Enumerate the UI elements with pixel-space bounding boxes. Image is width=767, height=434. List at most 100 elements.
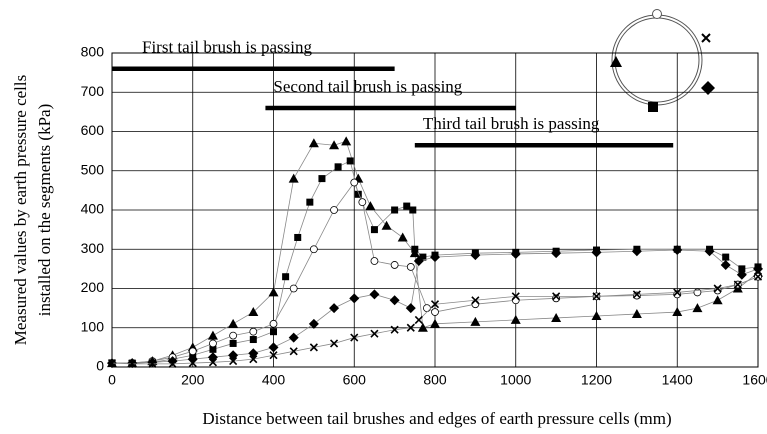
data-point	[209, 345, 217, 353]
data-point	[148, 359, 157, 368]
y-tick-label: 0	[96, 358, 104, 374]
data-point	[249, 336, 257, 344]
data-point	[403, 202, 411, 210]
x-tick-label: 1400	[662, 372, 693, 388]
data-point	[350, 178, 359, 187]
data-point	[738, 265, 746, 273]
data-point	[511, 292, 520, 301]
annotation-text: Second tail brush is passing	[273, 77, 462, 96]
data-point	[411, 245, 419, 253]
data-point	[365, 201, 376, 211]
data-point	[188, 347, 197, 356]
data-point	[430, 252, 440, 263]
x-tick-label: 200	[181, 372, 205, 388]
data-point	[270, 328, 277, 336]
data-point	[308, 138, 319, 148]
y-tick-label: 400	[81, 201, 105, 217]
data-point	[722, 253, 730, 261]
data-point	[229, 331, 238, 340]
data-point	[168, 359, 177, 368]
data-point	[318, 175, 326, 183]
data-point	[330, 206, 338, 214]
data-point	[308, 318, 319, 329]
data-point	[753, 263, 763, 274]
y-axis-label: installed on the segments (kPa)	[35, 104, 54, 316]
data-point	[309, 245, 318, 254]
inset-diagram	[610, 9, 715, 112]
data-point	[228, 318, 239, 328]
data-point	[346, 157, 354, 165]
data-point	[188, 359, 197, 368]
data-point	[470, 250, 481, 261]
data-point	[282, 273, 290, 281]
data-point	[406, 323, 415, 332]
data-point	[733, 280, 742, 289]
y-tick-label: 800	[81, 44, 105, 60]
data-point	[107, 359, 117, 368]
data-point	[631, 246, 642, 257]
x-tick-label: 1200	[581, 372, 612, 388]
data-point	[209, 339, 217, 348]
y-tick-label: 300	[81, 240, 105, 256]
y-tick-label: 100	[81, 318, 105, 334]
annotation-text: Third tail brush is passing	[423, 114, 600, 133]
data-point	[306, 198, 314, 206]
data-point	[692, 303, 703, 313]
y-axis-label: Measured values by earth pressure cells	[11, 75, 30, 345]
data-point	[405, 303, 416, 314]
data-point	[381, 220, 392, 230]
x-tick-label: 0	[108, 372, 116, 388]
data-point	[329, 303, 340, 314]
data-point	[631, 309, 642, 319]
data-point	[268, 342, 279, 353]
data-point	[736, 269, 747, 280]
data-point	[329, 339, 339, 348]
data-point	[673, 288, 682, 297]
x-tick-label: 400	[262, 372, 286, 388]
data-point	[249, 327, 258, 336]
data-point	[413, 256, 424, 267]
data-point	[147, 357, 158, 368]
data-point	[248, 307, 259, 317]
data-point	[229, 357, 238, 366]
data-point	[309, 343, 318, 352]
data-point	[470, 316, 481, 326]
data-point	[207, 352, 218, 363]
data-point	[591, 310, 602, 320]
data-point	[370, 226, 378, 234]
data-point	[753, 272, 763, 281]
data-point	[354, 190, 362, 198]
data-point	[414, 315, 423, 324]
data-point	[552, 292, 561, 301]
data-point	[551, 312, 562, 322]
data-point	[713, 284, 722, 293]
data-point	[430, 300, 440, 309]
data-point	[672, 245, 683, 256]
data-point	[288, 173, 299, 183]
data-point	[207, 330, 218, 340]
data-point	[510, 248, 521, 259]
data-point	[370, 257, 379, 265]
data-point	[128, 359, 137, 368]
data-point	[288, 332, 299, 343]
y-tick-label: 200	[81, 279, 105, 295]
data-point	[229, 339, 237, 347]
data-point	[471, 296, 480, 305]
data-point	[712, 295, 723, 305]
data-point	[409, 206, 417, 214]
data-point	[510, 314, 521, 324]
data-point	[269, 319, 278, 328]
data-point	[423, 304, 431, 313]
data-point	[592, 292, 601, 301]
data-point	[349, 293, 360, 304]
data-point	[334, 163, 342, 171]
data-point	[551, 248, 562, 259]
data-point	[389, 295, 400, 306]
x-axis-label: Distance between tail brushes and edges …	[202, 409, 671, 428]
annotation-text: First tail brush is passing	[142, 38, 313, 57]
data-point	[370, 329, 379, 338]
data-point	[329, 140, 340, 150]
data-point	[430, 318, 440, 328]
data-point	[341, 136, 352, 146]
